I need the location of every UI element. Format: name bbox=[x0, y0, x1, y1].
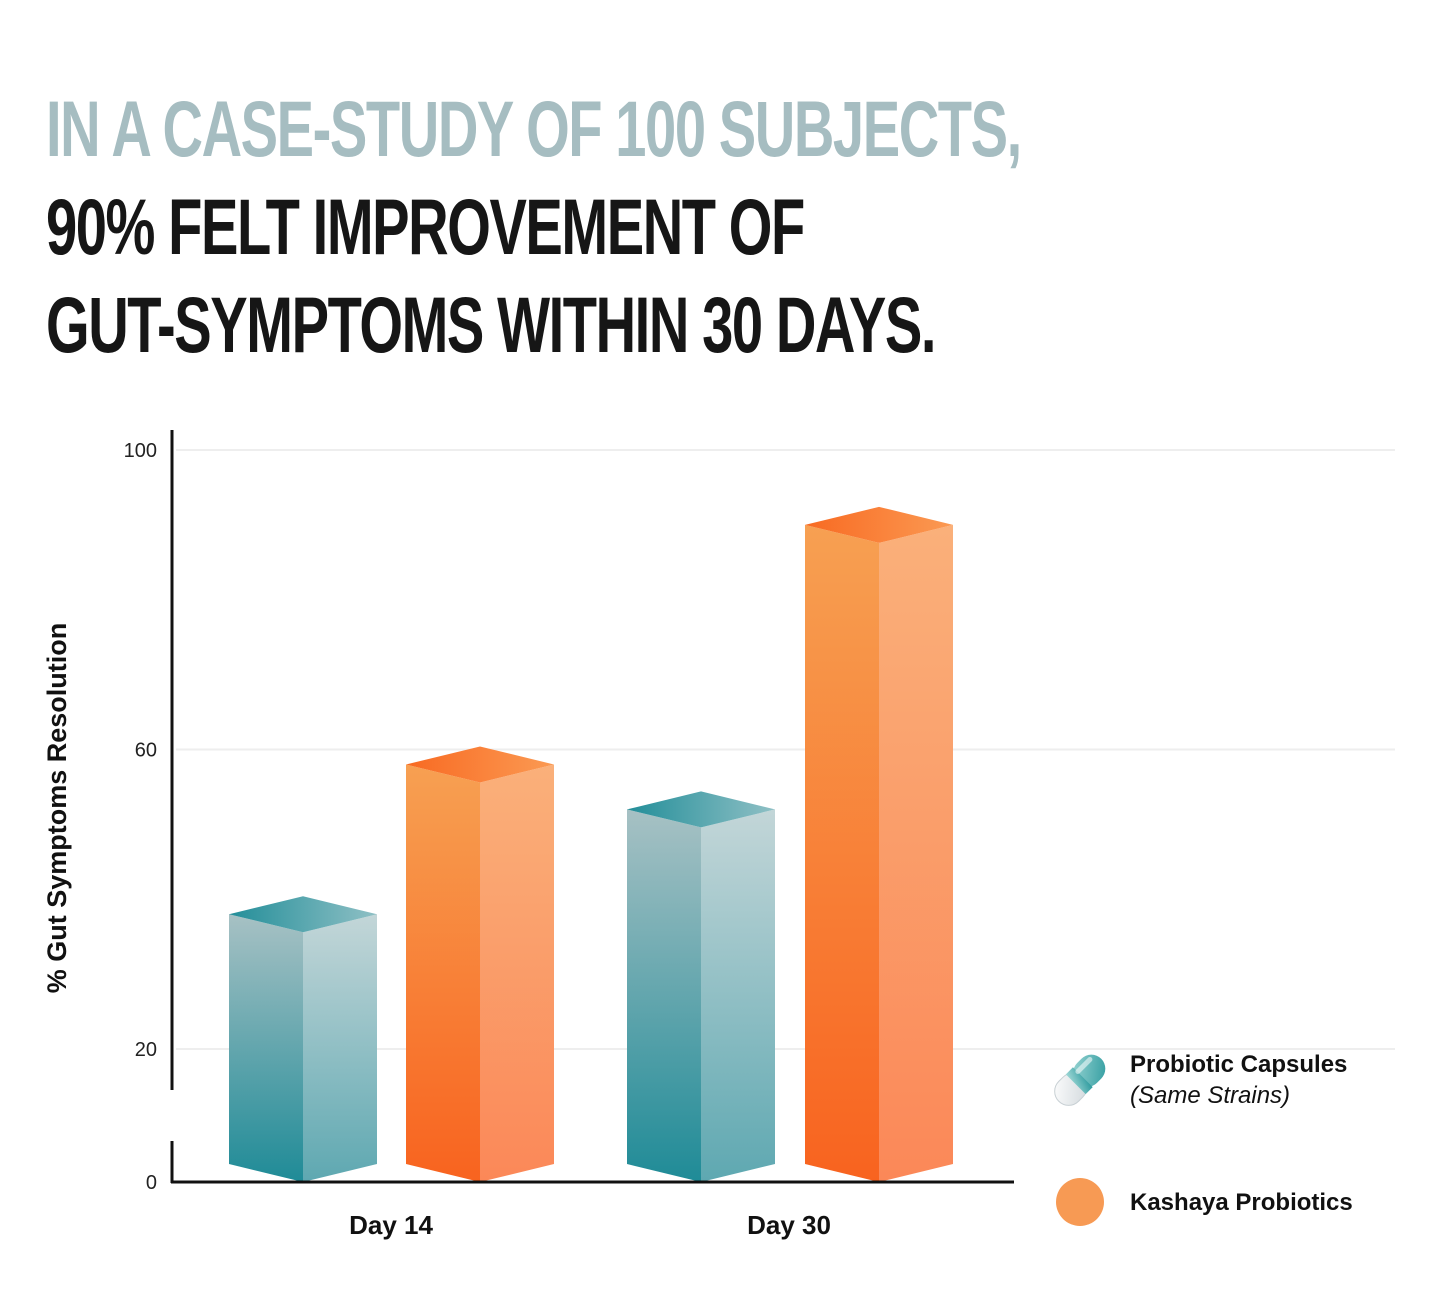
bar-front-face bbox=[229, 914, 303, 1182]
bar-side-face bbox=[701, 809, 775, 1182]
bar bbox=[406, 746, 554, 1182]
capsule-icon bbox=[1040, 1040, 1120, 1120]
legend-item-kashaya-probiotics: Kashaya Probiotics bbox=[1040, 1162, 1353, 1242]
y-tick-label: 0 bbox=[146, 1172, 157, 1194]
x-category-label: Day 30 bbox=[747, 1210, 831, 1240]
headline-line-1: In a case-study of 100 subjects, bbox=[46, 84, 1022, 173]
headline-line-2: 90% felt improvement of bbox=[46, 182, 805, 271]
bar-top-face bbox=[406, 746, 554, 783]
bar-side-face bbox=[303, 914, 377, 1182]
headline-line-3: gut-symptoms within 30 days. bbox=[46, 280, 936, 369]
legend: Probiotic Capsules (Same Strains) Kashay… bbox=[1040, 1040, 1420, 1230]
legend-item-probiotic-capsules: Probiotic Capsules (Same Strains) bbox=[1040, 1040, 1347, 1120]
bar bbox=[229, 896, 377, 1182]
x-category-label: Day 14 bbox=[349, 1210, 433, 1240]
bar-side-face bbox=[879, 524, 953, 1182]
legend-label-kashaya-probiotics: Kashaya Probiotics bbox=[1130, 1188, 1353, 1216]
y-axis-label: % Gut Symptoms Resolution bbox=[42, 623, 72, 994]
bar-side-face bbox=[480, 764, 554, 1182]
y-tick-label: 100 bbox=[124, 440, 157, 462]
bar-front-face bbox=[406, 764, 480, 1182]
bar-front-face bbox=[805, 524, 879, 1182]
legend-label-probiotic-capsules: Probiotic Capsules bbox=[1130, 1051, 1348, 1078]
bar-top-face bbox=[627, 791, 775, 828]
bar-top-face bbox=[229, 896, 377, 933]
y-tick-label: 60 bbox=[135, 740, 157, 762]
legend-sublabel-same-strains: (Same Strains) bbox=[1130, 1082, 1291, 1109]
y-tick-label: 20 bbox=[135, 1039, 157, 1061]
headline: In a case-study of 100 subjects, 90% fel… bbox=[46, 80, 1419, 374]
bar-top-face bbox=[805, 506, 953, 543]
bar-front-face bbox=[627, 809, 701, 1182]
orange-dot-icon bbox=[1040, 1162, 1120, 1242]
bar bbox=[805, 506, 953, 1182]
bar bbox=[627, 791, 775, 1182]
